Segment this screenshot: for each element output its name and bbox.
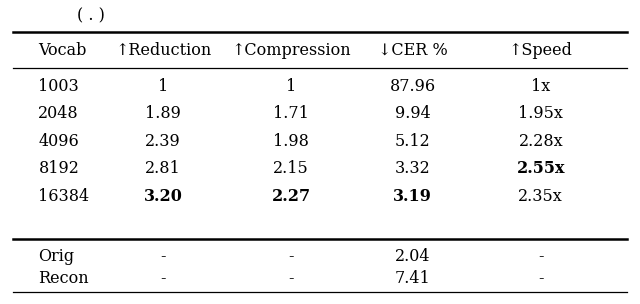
Text: 1.95x: 1.95x bbox=[518, 105, 563, 123]
Text: 2.39: 2.39 bbox=[145, 133, 181, 150]
Text: 1: 1 bbox=[286, 78, 296, 95]
Text: 2.27: 2.27 bbox=[271, 188, 311, 205]
Text: ↑Speed: ↑Speed bbox=[509, 42, 573, 59]
Text: 8192: 8192 bbox=[38, 160, 79, 177]
Text: Orig: Orig bbox=[38, 248, 74, 265]
Text: 3.19: 3.19 bbox=[394, 188, 432, 205]
Text: Vocab: Vocab bbox=[38, 42, 87, 59]
Text: -: - bbox=[289, 248, 294, 265]
Text: -: - bbox=[538, 270, 543, 287]
Text: 1003: 1003 bbox=[38, 78, 79, 95]
Text: 9.94: 9.94 bbox=[395, 105, 431, 123]
Text: 7.41: 7.41 bbox=[395, 270, 431, 287]
Text: 2.81: 2.81 bbox=[145, 160, 181, 177]
Text: -: - bbox=[161, 270, 166, 287]
Text: 1.98: 1.98 bbox=[273, 133, 309, 150]
Text: 1x: 1x bbox=[531, 78, 550, 95]
Text: 2048: 2048 bbox=[38, 105, 79, 123]
Text: 3.20: 3.20 bbox=[144, 188, 182, 205]
Text: 4096: 4096 bbox=[38, 133, 79, 150]
Text: 87.96: 87.96 bbox=[390, 78, 436, 95]
Text: -: - bbox=[289, 270, 294, 287]
Text: -: - bbox=[161, 248, 166, 265]
Text: ( . ): ( . ) bbox=[77, 8, 105, 25]
Text: 1.71: 1.71 bbox=[273, 105, 309, 123]
Text: 16384: 16384 bbox=[38, 188, 90, 205]
Text: 1: 1 bbox=[158, 78, 168, 95]
Text: 2.55x: 2.55x bbox=[516, 160, 565, 177]
Text: 1.89: 1.89 bbox=[145, 105, 181, 123]
Text: ↑Reduction: ↑Reduction bbox=[115, 42, 211, 59]
Text: 2.35x: 2.35x bbox=[518, 188, 563, 205]
Text: 2.04: 2.04 bbox=[395, 248, 431, 265]
Text: Recon: Recon bbox=[38, 270, 89, 287]
Text: ↓CER %: ↓CER % bbox=[378, 42, 447, 59]
Text: 2.28x: 2.28x bbox=[518, 133, 563, 150]
Text: 5.12: 5.12 bbox=[395, 133, 431, 150]
Text: 2.15: 2.15 bbox=[273, 160, 309, 177]
Text: ↑Compression: ↑Compression bbox=[232, 42, 351, 59]
Text: -: - bbox=[538, 248, 543, 265]
Text: 3.32: 3.32 bbox=[395, 160, 431, 177]
